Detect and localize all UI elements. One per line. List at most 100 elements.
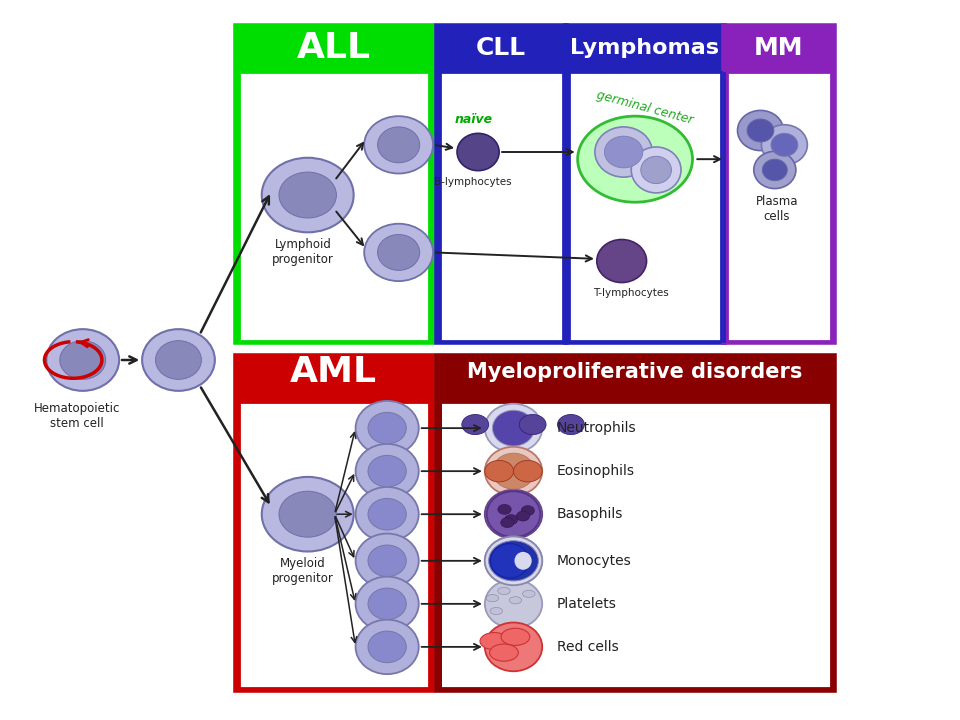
Ellipse shape xyxy=(279,491,336,537)
Text: Neutrophils: Neutrophils xyxy=(557,421,636,435)
Ellipse shape xyxy=(279,172,336,218)
Text: CLL: CLL xyxy=(476,36,526,60)
Ellipse shape xyxy=(355,534,419,588)
Ellipse shape xyxy=(761,125,807,165)
Text: ALL: ALL xyxy=(297,31,371,65)
Ellipse shape xyxy=(597,240,646,282)
Ellipse shape xyxy=(262,158,353,233)
Text: Lymphoid
progenitor: Lymphoid progenitor xyxy=(272,238,334,266)
FancyBboxPatch shape xyxy=(437,27,566,342)
Circle shape xyxy=(462,415,489,435)
Ellipse shape xyxy=(509,597,521,604)
Ellipse shape xyxy=(355,487,419,541)
Ellipse shape xyxy=(595,127,652,177)
Circle shape xyxy=(513,503,525,513)
Ellipse shape xyxy=(368,588,406,620)
Ellipse shape xyxy=(754,151,796,189)
Ellipse shape xyxy=(377,127,420,163)
Ellipse shape xyxy=(364,116,433,174)
Ellipse shape xyxy=(737,110,783,150)
Text: Myeloproliferative disorders: Myeloproliferative disorders xyxy=(468,362,803,382)
Text: germinal center: germinal center xyxy=(595,89,694,127)
Ellipse shape xyxy=(485,580,542,629)
Ellipse shape xyxy=(355,577,419,631)
Ellipse shape xyxy=(762,159,787,181)
Circle shape xyxy=(514,460,542,482)
FancyBboxPatch shape xyxy=(566,27,724,342)
Ellipse shape xyxy=(485,536,542,585)
Ellipse shape xyxy=(485,447,542,495)
Ellipse shape xyxy=(355,444,419,498)
Ellipse shape xyxy=(142,329,215,391)
Ellipse shape xyxy=(747,119,774,142)
Ellipse shape xyxy=(492,410,535,446)
Ellipse shape xyxy=(486,595,498,602)
Ellipse shape xyxy=(368,631,406,662)
Ellipse shape xyxy=(457,133,499,171)
FancyBboxPatch shape xyxy=(437,356,834,690)
Ellipse shape xyxy=(485,404,542,453)
Ellipse shape xyxy=(487,491,540,537)
FancyBboxPatch shape xyxy=(440,402,831,688)
FancyBboxPatch shape xyxy=(239,72,429,341)
Text: Eosinophils: Eosinophils xyxy=(557,464,635,478)
Text: B-lymphocytes: B-lymphocytes xyxy=(435,177,512,187)
Ellipse shape xyxy=(485,623,542,671)
Text: Lymphomas: Lymphomas xyxy=(570,38,719,58)
Ellipse shape xyxy=(771,133,798,156)
Ellipse shape xyxy=(641,156,671,184)
Ellipse shape xyxy=(522,590,535,598)
Text: AML: AML xyxy=(290,355,377,390)
Circle shape xyxy=(510,520,523,530)
FancyBboxPatch shape xyxy=(569,72,721,341)
Ellipse shape xyxy=(492,453,535,489)
Ellipse shape xyxy=(60,341,106,379)
Text: MM: MM xyxy=(754,36,804,60)
Text: Monocytes: Monocytes xyxy=(557,554,632,568)
Text: Platelets: Platelets xyxy=(557,597,616,611)
Ellipse shape xyxy=(605,136,643,168)
Ellipse shape xyxy=(368,545,406,577)
Ellipse shape xyxy=(355,401,419,455)
Ellipse shape xyxy=(515,552,532,570)
Circle shape xyxy=(485,460,514,482)
Text: Hematopoietic
stem cell: Hematopoietic stem cell xyxy=(34,402,120,430)
Ellipse shape xyxy=(377,235,420,270)
FancyBboxPatch shape xyxy=(727,72,831,341)
Ellipse shape xyxy=(485,490,542,539)
Ellipse shape xyxy=(480,633,509,649)
Circle shape xyxy=(558,415,585,435)
Ellipse shape xyxy=(578,116,692,202)
FancyBboxPatch shape xyxy=(236,356,432,690)
Ellipse shape xyxy=(497,588,510,595)
Ellipse shape xyxy=(501,629,530,645)
Text: Basophils: Basophils xyxy=(557,507,623,521)
Circle shape xyxy=(519,415,546,435)
Ellipse shape xyxy=(491,544,529,578)
Ellipse shape xyxy=(355,620,419,674)
Text: naïve: naïve xyxy=(454,113,492,126)
FancyBboxPatch shape xyxy=(236,27,432,342)
Circle shape xyxy=(503,504,516,514)
Ellipse shape xyxy=(489,541,539,581)
Ellipse shape xyxy=(368,498,406,530)
Ellipse shape xyxy=(46,329,119,391)
Ellipse shape xyxy=(262,477,353,552)
Ellipse shape xyxy=(485,536,542,585)
Ellipse shape xyxy=(490,644,518,661)
FancyBboxPatch shape xyxy=(239,402,429,688)
Circle shape xyxy=(515,508,528,518)
Text: Red cells: Red cells xyxy=(557,640,618,654)
Text: Plasma
cells: Plasma cells xyxy=(756,195,798,223)
Text: T-lymphocytes: T-lymphocytes xyxy=(593,288,669,298)
Text: Myeloid
progenitor: Myeloid progenitor xyxy=(272,557,334,585)
Ellipse shape xyxy=(368,455,406,487)
Ellipse shape xyxy=(364,224,433,281)
Ellipse shape xyxy=(156,341,202,379)
FancyBboxPatch shape xyxy=(724,27,834,342)
FancyBboxPatch shape xyxy=(440,72,564,341)
Circle shape xyxy=(500,503,514,513)
Ellipse shape xyxy=(632,147,681,193)
Ellipse shape xyxy=(490,608,502,615)
Ellipse shape xyxy=(368,413,406,444)
